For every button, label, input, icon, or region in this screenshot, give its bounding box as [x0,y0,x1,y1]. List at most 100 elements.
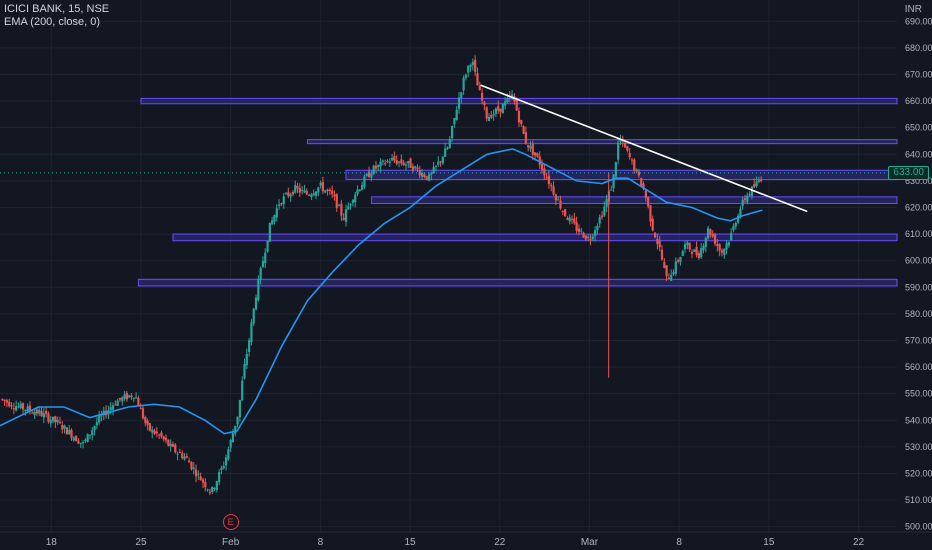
y-tick-label: 630.00 [905,176,932,186]
zone-rect [307,139,898,145]
candle-body [570,218,574,220]
y-tick-label: 660.00 [905,96,932,106]
candle-body [711,233,714,237]
candle-body [259,267,262,281]
candle-body [130,395,133,397]
candle-body [211,486,214,492]
candle-body [628,152,631,158]
candle-body [577,228,581,233]
candle-body [506,98,509,103]
candle-body [19,403,22,409]
candle-body [367,171,371,178]
y-tick-label: 560.00 [905,362,932,372]
candle-body [91,430,94,436]
candle-body [552,186,555,195]
candle-body [635,169,638,172]
indicator-legend[interactable]: EMA (200, close, 0) [4,16,100,28]
candle-body [737,215,740,223]
x-tick-label: 18 [46,537,58,548]
candle-body [381,160,384,162]
candle-body [284,193,288,195]
candle-body [545,177,548,179]
candle-body [160,432,163,437]
y-tick-label: 550.00 [905,389,932,399]
candle-body [257,278,260,301]
candle-body [450,126,454,139]
candle-body [469,64,472,67]
candle-body [56,419,59,423]
candle-body [365,173,368,176]
candle-body [411,166,414,171]
candle-body [58,421,62,423]
candle-body [584,235,587,240]
candle-body [637,171,641,176]
candle-body [340,203,343,216]
candle-body [151,429,154,433]
candle-body [582,232,585,238]
currency-label[interactable]: INR [904,4,922,15]
candle-body [169,443,172,447]
zone-rect [371,196,898,204]
candle-body [42,413,45,418]
candle-body [434,165,438,167]
candle-body [393,156,396,161]
earnings-marker[interactable]: E [222,514,239,530]
candle-body [688,242,691,250]
candle-body [324,190,327,193]
symbol-legend[interactable]: ICICI BANK, 15, NSE [4,3,110,15]
y-tick-label: 520.00 [905,468,932,478]
candle-body [702,245,705,251]
candle-body [421,172,424,177]
candle-body [416,167,419,170]
candle-body [70,429,73,439]
chart-grid [0,0,897,532]
y-tick-label: 570.00 [905,335,932,345]
candle-body [370,173,373,178]
y-tick-label: 500.00 [905,522,932,532]
candle-body [409,158,412,168]
candle-body [610,189,613,191]
candle-body [739,208,742,217]
candle-body [121,397,124,402]
candle-body [760,180,763,182]
time-axis[interactable]: 18 25 Feb 8 15 22 Mar 8 15 22 [0,531,932,548]
candle-body [158,434,161,436]
candle-body [384,163,387,165]
candle-body [522,125,525,134]
candle-body [515,99,518,111]
candle-body [432,167,435,174]
candle-body [746,195,749,203]
candle-body [372,165,375,175]
y-tick-label: 540.00 [905,415,932,425]
candle-body [114,404,117,406]
candle-body [716,243,719,246]
candle-body [250,322,253,343]
candle-body [658,241,661,248]
candle-body [243,364,246,379]
candle-body [540,163,544,170]
price-axis[interactable]: 500.00 510.00 520.00 530.00 540.00 550.00 560.… [905,16,932,531]
candle-body [425,176,428,180]
candle-body [328,189,331,192]
candle-body [204,482,207,488]
candle-body [679,257,682,262]
candle-body [591,236,594,239]
candle-body [727,242,730,246]
candle-body [709,229,712,235]
candle-body [414,166,417,169]
candle-body [183,456,186,460]
x-tick-label: 8 [318,537,324,548]
candle-body [296,186,299,189]
candle-body [501,103,504,114]
candle-body [5,400,9,403]
candle-body [319,182,322,186]
candle-body [457,97,461,109]
candle-body [374,165,378,169]
candle-body [220,467,223,470]
candle-body [734,222,737,227]
y-tick-label: 680.00 [905,43,932,53]
last-price-label: 633.00 [888,165,929,180]
candle-body [554,194,557,201]
candle-body [128,395,131,398]
